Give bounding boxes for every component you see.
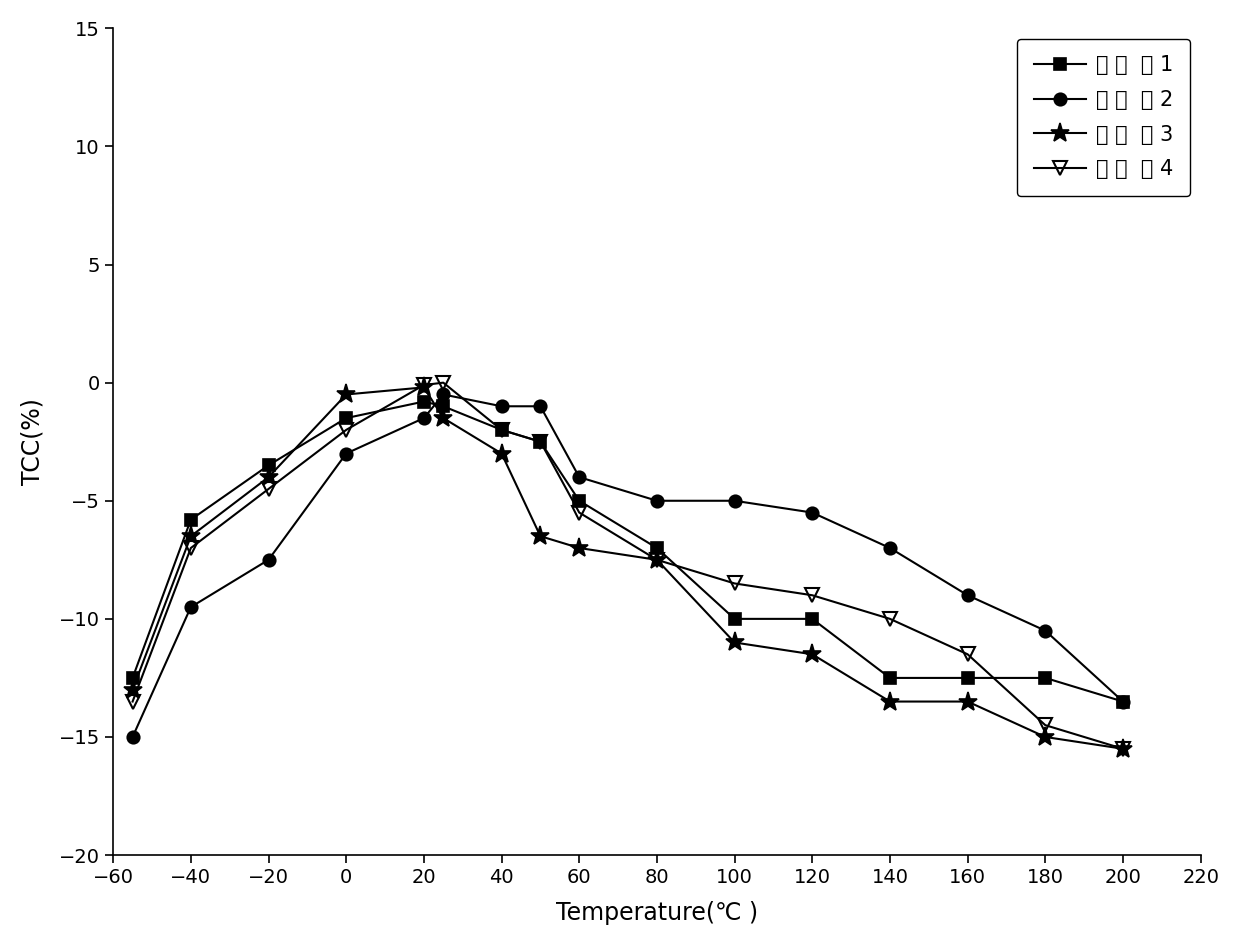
实 施  例 1 <box>262 460 277 471</box>
实 施  例 2 <box>960 589 975 601</box>
实 施  例 2 <box>1116 696 1131 708</box>
实 施  例 2 <box>436 389 451 400</box>
X-axis label: Temperature(℃ ): Temperature(℃ ) <box>556 902 758 925</box>
实 施  例 3 <box>1038 731 1053 743</box>
实 施  例 4 <box>572 507 587 518</box>
实 施  例 4 <box>262 483 277 495</box>
实 施  例 1 <box>727 613 742 624</box>
实 施  例 3 <box>184 531 198 542</box>
实 施  例 4 <box>494 424 508 435</box>
实 施  例 3 <box>339 389 353 400</box>
Line: 实 施  例 3: 实 施 例 3 <box>123 377 1132 759</box>
实 施  例 1 <box>125 673 140 684</box>
实 施  例 2 <box>727 495 742 506</box>
实 施  例 4 <box>650 554 665 566</box>
实 施  例 3 <box>125 684 140 695</box>
实 施  例 3 <box>494 447 508 459</box>
实 施  例 2 <box>184 602 198 613</box>
Line: 实 施  例 2: 实 施 例 2 <box>126 388 1130 744</box>
实 施  例 4 <box>1116 744 1131 755</box>
实 施  例 1 <box>533 436 548 447</box>
实 施  例 1 <box>1116 696 1131 708</box>
实 施  例 4 <box>960 649 975 660</box>
实 施  例 2 <box>650 495 665 506</box>
实 施  例 4 <box>125 696 140 708</box>
实 施  例 1 <box>572 495 587 506</box>
实 施  例 3 <box>805 649 820 660</box>
实 施  例 2 <box>533 400 548 412</box>
实 施  例 1 <box>960 673 975 684</box>
实 施  例 2 <box>883 542 898 553</box>
实 施  例 4 <box>1038 720 1053 731</box>
实 施  例 2 <box>494 400 508 412</box>
Legend: 实 施  例 1, 实 施  例 2, 实 施  例 3, 实 施  例 4: 实 施 例 1, 实 施 例 2, 实 施 例 3, 实 施 例 4 <box>1017 39 1190 196</box>
实 施  例 2 <box>125 731 140 743</box>
实 施  例 3 <box>883 696 898 708</box>
实 施  例 1 <box>650 542 665 553</box>
实 施  例 1 <box>805 613 820 624</box>
实 施  例 2 <box>572 471 587 482</box>
实 施  例 4 <box>417 379 432 391</box>
实 施  例 3 <box>650 554 665 566</box>
实 施  例 2 <box>1038 625 1053 637</box>
实 施  例 3 <box>1116 744 1131 755</box>
实 施  例 4 <box>805 589 820 601</box>
实 施  例 4 <box>436 377 451 388</box>
实 施  例 4 <box>727 578 742 589</box>
实 施  例 2 <box>417 412 432 424</box>
实 施  例 1 <box>339 412 353 424</box>
实 施  例 1 <box>436 400 451 412</box>
实 施  例 3 <box>727 637 742 648</box>
实 施  例 3 <box>533 531 548 542</box>
实 施  例 4 <box>883 613 898 624</box>
Line: 实 施  例 1: 实 施 例 1 <box>126 396 1128 707</box>
实 施  例 3 <box>417 381 432 393</box>
实 施  例 2 <box>805 507 820 518</box>
实 施  例 3 <box>436 412 451 424</box>
实 施  例 3 <box>572 542 587 553</box>
实 施  例 4 <box>339 424 353 435</box>
Y-axis label: TCC(%): TCC(%) <box>21 398 45 485</box>
实 施  例 1 <box>184 514 198 525</box>
实 施  例 1 <box>883 673 898 684</box>
实 施  例 1 <box>417 395 432 407</box>
Line: 实 施  例 4: 实 施 例 4 <box>125 376 1130 756</box>
实 施  例 4 <box>533 436 548 447</box>
实 施  例 1 <box>1038 673 1053 684</box>
实 施  例 3 <box>262 471 277 482</box>
实 施  例 1 <box>494 424 508 435</box>
实 施  例 2 <box>262 554 277 566</box>
实 施  例 4 <box>184 542 198 553</box>
实 施  例 3 <box>960 696 975 708</box>
实 施  例 2 <box>339 447 353 459</box>
